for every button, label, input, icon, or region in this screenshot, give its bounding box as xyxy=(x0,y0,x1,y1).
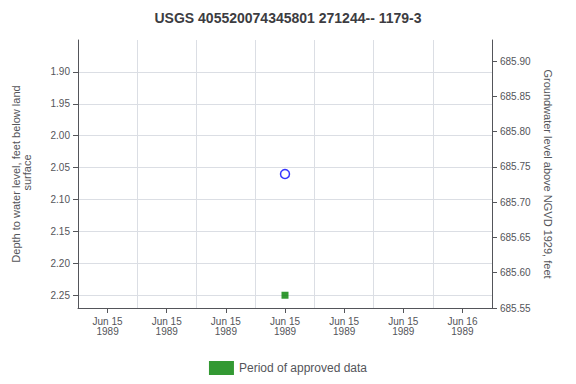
svg-text:1989: 1989 xyxy=(451,326,474,337)
svg-text:Groundwater level above NGVD 1: Groundwater level above NGVD 1929, feet xyxy=(542,69,554,278)
svg-text:2.15: 2.15 xyxy=(51,226,71,237)
svg-text:1989: 1989 xyxy=(96,326,119,337)
svg-text:Jun 15: Jun 15 xyxy=(388,315,419,327)
svg-text:USGS 405520074345801 271244--: USGS 405520074345801 271244-- 1179-3 xyxy=(155,10,422,26)
svg-text:surface: surface xyxy=(21,154,33,193)
svg-text:685.90: 685.90 xyxy=(500,56,531,67)
svg-text:685.65: 685.65 xyxy=(500,232,531,243)
svg-text:2.05: 2.05 xyxy=(51,162,71,173)
svg-text:685.70: 685.70 xyxy=(500,197,531,208)
svg-text:685.80: 685.80 xyxy=(500,126,531,137)
svg-text:685.60: 685.60 xyxy=(500,267,531,278)
svg-text:2.10: 2.10 xyxy=(51,194,71,205)
svg-text:2.20: 2.20 xyxy=(51,258,71,269)
svg-text:1.90: 1.90 xyxy=(51,66,71,77)
svg-text:1989: 1989 xyxy=(215,326,238,337)
svg-text:Jun 15: Jun 15 xyxy=(210,315,241,327)
svg-text:1989: 1989 xyxy=(274,326,297,337)
svg-text:Jun 16: Jun 16 xyxy=(447,315,478,327)
svg-text:2.25: 2.25 xyxy=(51,290,71,301)
svg-text:Depth to water level, feet bel: Depth to water level, feet below land xyxy=(9,85,22,263)
svg-text:Jun 15: Jun 15 xyxy=(329,315,360,327)
svg-text:685.85: 685.85 xyxy=(500,91,531,102)
svg-text:2.00: 2.00 xyxy=(51,130,71,141)
svg-text:1989: 1989 xyxy=(333,326,356,337)
svg-text:1.95: 1.95 xyxy=(51,98,71,109)
svg-text:Jun 15: Jun 15 xyxy=(151,315,182,327)
svg-text:685.75: 685.75 xyxy=(500,161,531,172)
svg-text:1989: 1989 xyxy=(156,326,179,337)
svg-text:685.55: 685.55 xyxy=(500,303,531,314)
svg-text:Jun 15: Jun 15 xyxy=(270,315,300,327)
svg-text:Period of approved data: Period of approved data xyxy=(239,361,367,375)
svg-text:Jun 15: Jun 15 xyxy=(92,315,123,327)
svg-text:1989: 1989 xyxy=(392,326,415,337)
